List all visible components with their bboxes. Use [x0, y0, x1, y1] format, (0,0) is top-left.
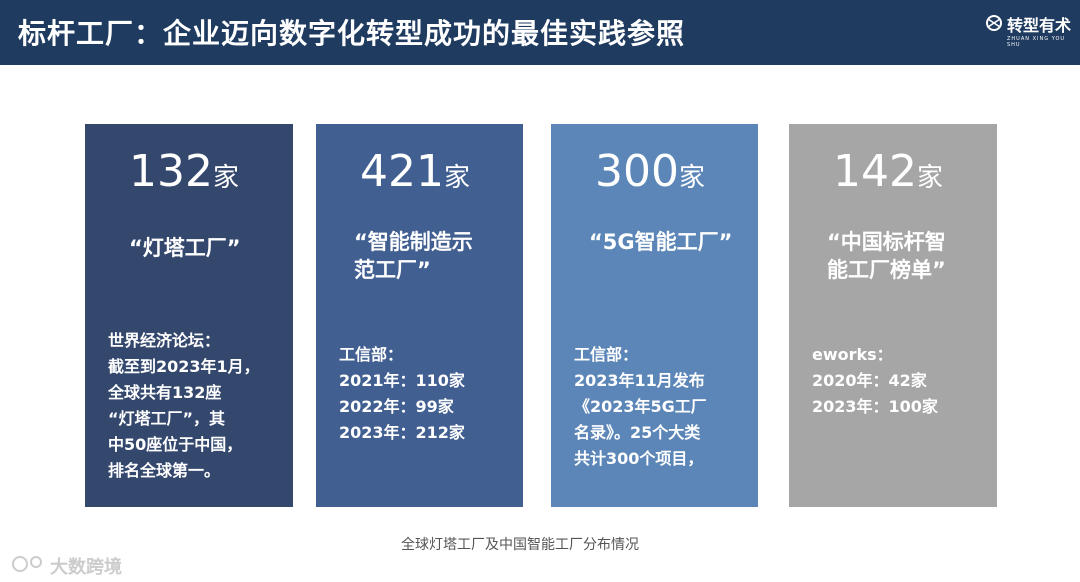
- title: 标杆工厂：企业迈向数字化转型成功的最佳实践参照: [18, 17, 686, 50]
- watermark-icon: [12, 556, 42, 572]
- watermark: 大数跨境: [50, 557, 122, 578]
- stat-number: 421家: [360, 146, 470, 197]
- source-label: 世界经济论坛：: [108, 331, 221, 350]
- stat-card: 421家 “智能制造示 范工厂” 工信部： 2021年：110家 2022年：99家 202…: [316, 124, 523, 507]
- name-line: “中国标杆智: [827, 230, 946, 254]
- card-name: “灯塔工厂”: [129, 234, 241, 262]
- number-value: 142: [833, 146, 917, 197]
- logo-pinyin: ZHUAN XING YOU SHU: [1007, 36, 1066, 48]
- number-value: 132: [129, 146, 213, 197]
- name-line: “5G智能工厂”: [589, 230, 733, 254]
- body-line: 2021年：110家: [339, 371, 465, 390]
- name-line: “灯塔工厂”: [129, 236, 241, 260]
- number-value: 300: [595, 146, 679, 197]
- body-line: 2023年：100家: [812, 397, 938, 416]
- logo: 转型有术 ZHUAN XING YOU SHU: [985, 12, 1080, 48]
- stat-card: 142家 “中国标杆智 能工厂榜单” eworks： 2020年：42家 2023年：10…: [789, 124, 997, 507]
- source-label: eworks：: [812, 345, 893, 364]
- body-line: 《2023年5G工厂: [574, 397, 707, 416]
- number-unit: 家: [212, 163, 239, 193]
- number-unit: 家: [443, 163, 470, 193]
- stat-card: 132家 “灯塔工厂” 世界经济论坛： 截至到2023年1月， 全球共有132座 “灯塔工…: [85, 124, 293, 507]
- card-body: 世界经济论坛： 截至到2023年1月， 全球共有132座 “灯塔工厂”，其 中50座位于…: [108, 328, 260, 484]
- body-line: 共计300个项目，: [574, 449, 704, 468]
- body-line: “灯塔工厂”，其: [108, 409, 226, 428]
- card-body: eworks： 2020年：42家 2023年：100家: [812, 342, 938, 420]
- name-line: “智能制造示: [354, 230, 473, 254]
- body-line: 2022年：99家: [339, 397, 454, 416]
- stat-card: 300家 “5G智能工厂” 工信部： 2023年11月发布 《2023年5G工厂 名录》。…: [551, 124, 758, 507]
- card-body: 工信部： 2023年11月发布 《2023年5G工厂 名录》。25个大类 共计300个项…: [574, 342, 707, 472]
- card-name: “中国标杆智 能工厂榜单”: [827, 228, 946, 284]
- card-name: “5G智能工厂”: [589, 228, 732, 256]
- stat-number: 142家: [833, 146, 943, 197]
- body-line: 2020年：42家: [812, 371, 927, 390]
- stat-number: 300家: [595, 146, 705, 197]
- name-line: 能工厂榜单”: [827, 258, 946, 282]
- number-unit: 家: [678, 163, 705, 193]
- card-body: 工信部： 2021年：110家 2022年：99家 2023年：212家: [339, 342, 465, 446]
- source-label: 工信部：: [574, 345, 639, 364]
- body-line: 中50座位于中国，: [108, 435, 243, 454]
- caption: 全球灯塔工厂及中国智能工厂分布情况: [401, 537, 639, 553]
- source-label: 工信部：: [339, 345, 404, 364]
- stat-number: 132家: [129, 146, 239, 197]
- body-line: 排名全球第一。: [108, 461, 221, 480]
- header-bar: 标杆工厂：企业迈向数字化转型成功的最佳实践参照 转型有术 ZHUAN XING …: [0, 0, 1080, 65]
- body-line: 2023年：212家: [339, 423, 465, 442]
- body-line: 截至到2023年1月，: [108, 357, 260, 376]
- number-value: 421: [360, 146, 444, 197]
- logo-icon: [986, 15, 1002, 31]
- logo-name: 转型有术: [1007, 16, 1072, 35]
- body-line: 名录》。25个大类: [574, 423, 701, 442]
- body-line: 全球共有132座: [108, 383, 222, 402]
- number-unit: 家: [916, 163, 943, 193]
- card-name: “智能制造示 范工厂”: [354, 228, 473, 284]
- name-line: 范工厂”: [354, 258, 431, 282]
- body-line: 2023年11月发布: [574, 371, 705, 390]
